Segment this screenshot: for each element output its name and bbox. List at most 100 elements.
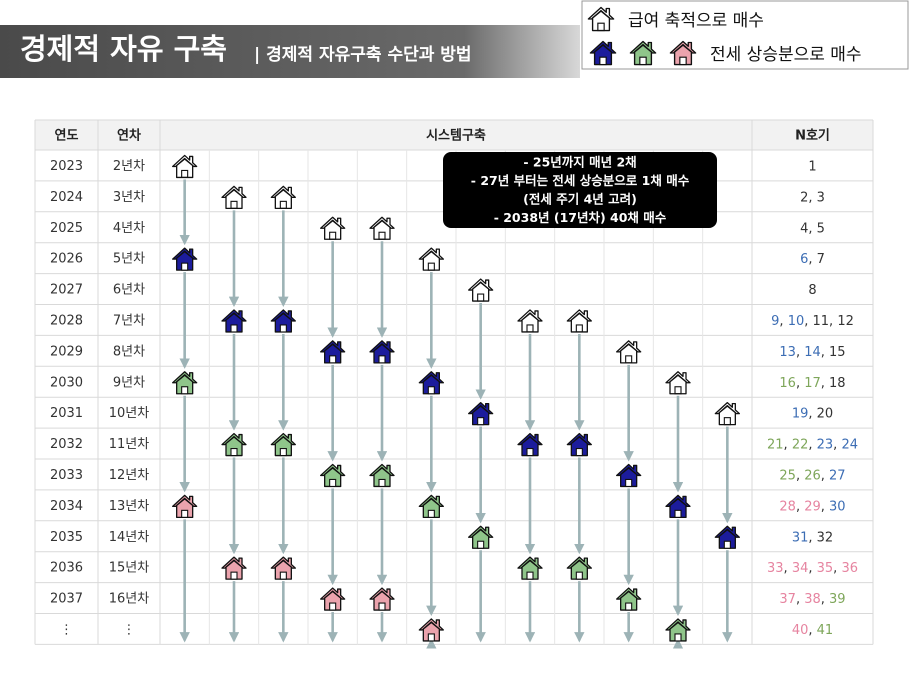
unit-number: 1	[808, 159, 816, 174]
house-body	[274, 436, 292, 457]
unit-numbers: 9, 10, 11, 12	[771, 313, 854, 328]
year: 2025	[50, 221, 83, 236]
unit-numbers: 19, 20	[792, 406, 833, 421]
house-icon	[221, 309, 247, 333]
house-door	[427, 509, 435, 518]
house-icon	[616, 463, 642, 488]
house-icon	[468, 525, 494, 549]
separator: ,	[808, 406, 816, 421]
house-door	[526, 324, 534, 333]
unit-number: 2	[800, 190, 808, 205]
house-door	[329, 478, 337, 488]
house-door	[526, 447, 534, 457]
column-header: 연도	[55, 129, 79, 144]
house-door	[230, 324, 238, 333]
house-door	[625, 478, 633, 488]
house-body	[225, 436, 243, 457]
house-body	[324, 220, 342, 240]
unit-numbers: 28, 29, 30	[779, 499, 845, 514]
house-icon	[566, 432, 592, 457]
house-door	[679, 56, 687, 66]
column-header: N호기	[795, 129, 830, 144]
unit-number: 24	[841, 437, 858, 452]
house-door	[279, 324, 287, 333]
term: 14년차	[109, 530, 150, 545]
title: 경제적 자유 구축	[20, 32, 227, 66]
house-door	[279, 571, 287, 580]
house-body	[274, 189, 292, 210]
separator: ,	[784, 561, 792, 576]
house-door	[378, 478, 386, 488]
house-door	[477, 293, 485, 302]
house-body	[620, 467, 638, 488]
year: 2035	[50, 530, 83, 545]
house-door	[575, 447, 583, 457]
term: 13년차	[109, 499, 150, 514]
house-body	[176, 158, 194, 179]
unit-number: 19	[792, 406, 809, 421]
term: 10년차	[109, 406, 150, 421]
house-icon	[270, 309, 296, 333]
year: 2026	[50, 252, 83, 267]
unit-numbers: 6, 7	[800, 252, 825, 267]
house-icon	[320, 463, 346, 488]
house-body	[570, 436, 588, 457]
term: ⋮	[123, 622, 136, 637]
house-body	[570, 312, 588, 333]
house-icon	[566, 309, 592, 333]
house-body	[176, 374, 194, 395]
unit-number: 25	[779, 468, 796, 483]
unit-number: 40	[792, 622, 809, 637]
unit-number: 31	[792, 530, 809, 545]
year: 2029	[50, 344, 83, 359]
separator: ,	[796, 468, 804, 483]
unit-number: 28	[779, 499, 796, 514]
term: 11년차	[109, 437, 150, 452]
house-icon	[418, 371, 444, 395]
unit-number: 8	[808, 283, 816, 298]
unit-number: 30	[829, 499, 846, 514]
separator: ,	[821, 499, 829, 514]
house-door	[230, 200, 238, 209]
unit-number: 21	[767, 437, 784, 452]
term: 2년차	[113, 159, 145, 174]
year: 2023	[50, 159, 83, 174]
house-door	[378, 355, 386, 364]
year: 2032	[50, 437, 83, 452]
house-body	[422, 250, 440, 271]
house-icon	[221, 185, 247, 210]
year: 2036	[50, 561, 83, 576]
house-icon	[714, 401, 740, 426]
unit-number: 5	[817, 221, 825, 236]
house-icon	[589, 40, 617, 66]
house-body	[274, 560, 292, 580]
house-body	[620, 343, 638, 364]
unit-numbers: 31, 32	[792, 530, 833, 545]
house-door	[477, 417, 485, 426]
house-door	[427, 633, 435, 642]
house-door	[230, 447, 238, 457]
unit-number: 14	[804, 344, 821, 359]
separator: ,	[808, 221, 816, 236]
unit-number: 3	[817, 190, 825, 205]
column-header: 시스템구축	[426, 128, 486, 144]
house-door	[279, 200, 287, 209]
unit-number: 15	[829, 344, 846, 359]
house-body	[472, 405, 490, 426]
note-line: (전세 주기 4년 고려)	[523, 192, 637, 207]
house-body	[274, 312, 292, 333]
note-line: - 25년까지 매년 2채	[523, 155, 636, 170]
house-body	[718, 529, 736, 549]
house-body	[521, 436, 539, 457]
house-icon	[369, 587, 395, 611]
year: 2028	[50, 313, 83, 328]
note-box	[443, 152, 717, 228]
house-door	[427, 386, 435, 395]
unit-numbers: 8	[808, 283, 816, 298]
unit-number: 33	[767, 561, 784, 576]
year: 2030	[50, 375, 83, 390]
unit-number: 12	[837, 313, 854, 328]
house-icon	[369, 340, 395, 364]
house-door	[625, 602, 633, 611]
